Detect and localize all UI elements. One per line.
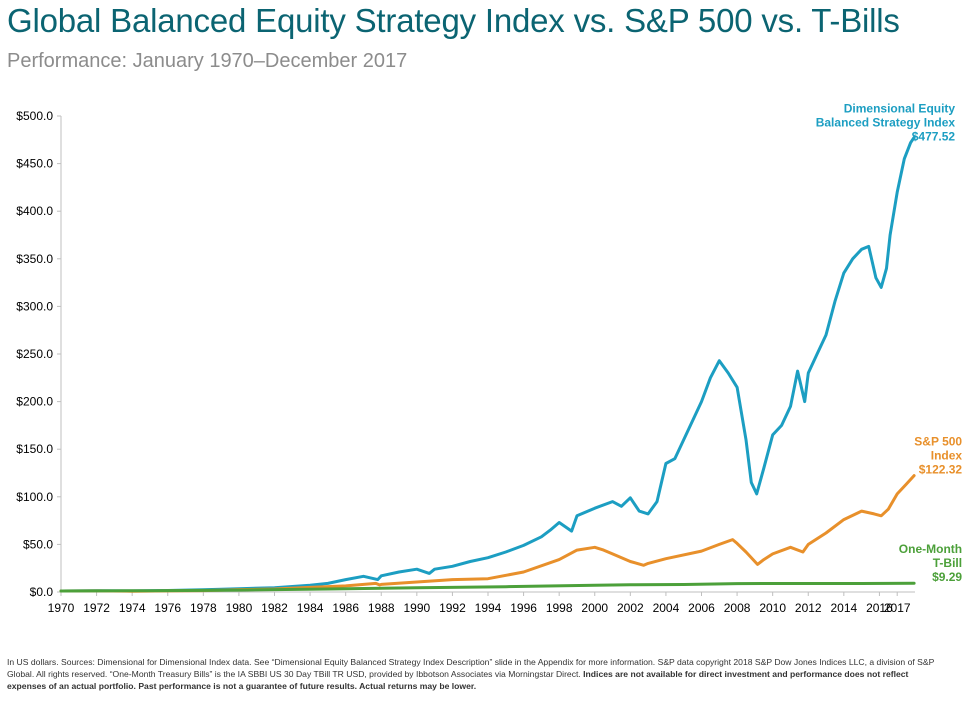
series-line-3 [59,581,916,593]
series-1-label-line: Dimensional Equity [844,101,956,115]
x-tick-label: 2016 [866,601,893,615]
series-line-1 [59,135,916,593]
x-tick-label: 2006 [688,601,715,615]
page-title: Global Balanced Equity Strategy Index vs… [7,2,900,39]
x-tick-label: 2002 [617,601,644,615]
series-line-2 [59,474,916,593]
x-tick-label: 1980 [226,601,253,615]
x-tick-label: 1974 [119,601,146,615]
x-tick-label: 2008 [724,601,751,615]
y-tick-label: $350.0 [16,252,53,266]
performance-line-chart: $0.0 $50.0 $100.0 $150.0 $200.0 $250.0 $300.0 $… [16,101,963,615]
footnote-text: In US dollars. Sources: Dimensional for … [7,657,935,679]
y-tick-label: $300.0 [16,299,53,313]
x-tick-label: 1992 [439,601,466,615]
y-tick-label: $50.0 [23,537,53,551]
x-tick-label: 2012 [795,601,822,615]
page-subtitle: Performance: January 1970–December 2017 [7,50,408,72]
series-1-label-line: Balanced Strategy Index [816,115,956,129]
x-tick-label: 2004 [653,601,680,615]
x-tick-label: 1996 [510,601,537,615]
y-tick-label: $400.0 [16,204,53,218]
series-2-label-line: $122.32 [919,463,963,477]
series-3-label-line: T-Bill [933,556,962,570]
footnote: In US dollars. Sources: Dimensional for … [7,656,942,692]
footnote-disclaimer: Indices are not available for direct inv… [7,669,909,691]
series-2-label-line: S&P 500 [914,435,962,449]
x-tick-label: 1978 [190,601,217,615]
x-tick-label: 1970 [48,601,75,615]
x-tick-label: 1976 [154,601,181,615]
y-tick-label: $100.0 [16,490,53,504]
x-tick-label: 1988 [368,601,395,615]
x-tick-label: 1990 [403,601,430,615]
series-3-label-line: One-Month [899,542,962,556]
y-tick-label: $450.0 [16,157,53,171]
x-tick-label: 1998 [546,601,573,615]
series-3-label-line: $9.29 [932,570,962,584]
series-2-label-line: Index [931,449,963,463]
y-tick-label: $0.0 [30,585,54,599]
x-tick-label: 1986 [332,601,359,615]
x-tick-label: 2010 [759,601,786,615]
y-tick-label: $150.0 [16,442,53,456]
y-tick-label: $200.0 [16,395,53,409]
x-tick-label: 1984 [297,601,324,615]
y-tick-label: $500.0 [16,109,53,123]
x-tick-label: 1972 [83,601,110,615]
y-tick-label: $250.0 [16,347,53,361]
x-tick-label: 2000 [581,601,608,615]
x-tick-label: 1994 [475,601,502,615]
x-tick-label: 2014 [830,601,857,615]
x-tick-label: 1982 [261,601,288,615]
series-1-label-line: $477.52 [912,129,956,143]
x-tick-label: 2017 [884,601,911,615]
